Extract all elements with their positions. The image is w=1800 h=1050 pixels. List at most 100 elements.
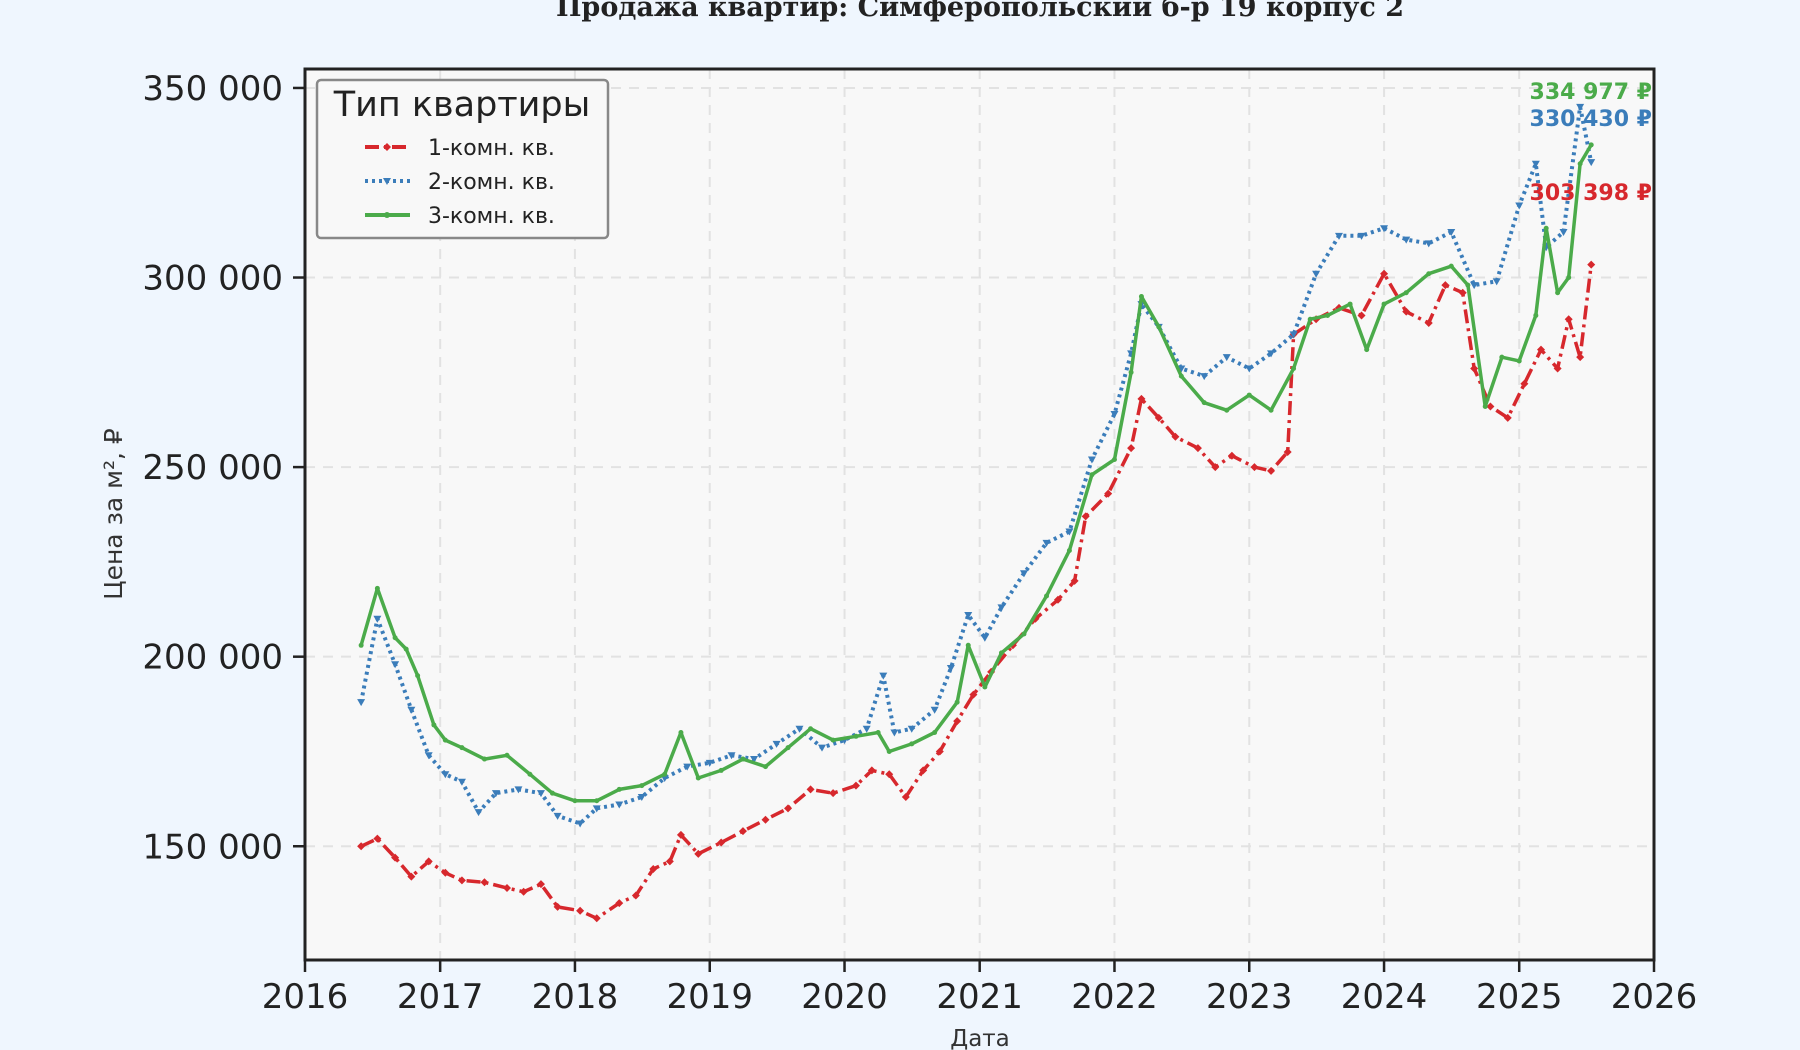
data-point [459,745,465,751]
data-point [576,820,585,828]
data-point [1171,432,1180,441]
data-point [1364,347,1370,353]
data-point [1081,512,1090,521]
data-point [1402,307,1411,316]
legend-label: 3-комн. кв. [428,204,555,229]
data-point [594,798,600,804]
series-line [359,144,1593,803]
data-point [1128,369,1134,375]
data-point [851,781,860,790]
chart-title: Продажа квартир: Симферопольский б-р 19 … [556,0,1404,23]
data-point [1357,311,1366,320]
data-point [1224,407,1230,413]
data-point [1070,576,1079,585]
data-point [1065,528,1074,536]
legend-label: 1-комн. кв. [428,136,555,161]
data-point [1426,271,1432,277]
legend-item: 1-комн. кв. [365,136,555,161]
last-value-label: 334 977 ₽ [1530,80,1652,105]
data-point [549,790,555,796]
data-point [441,771,450,779]
data-point [441,868,450,877]
data-point [932,730,938,736]
x-tick-label: 2024 [1341,977,1428,1017]
data-point [1111,457,1117,463]
y-axis-ticks: 150 000 200 000 250 000 300 000 350 000 [142,69,305,867]
data-point [750,756,759,764]
y-tick-label: 300 000 [142,259,283,299]
data-point [919,766,928,775]
data-point [1089,472,1095,478]
data-point [717,838,726,847]
data-point [592,805,601,813]
data-point [901,792,910,801]
data-point [1053,595,1062,604]
data-point [576,906,585,915]
data-point [1533,312,1539,318]
data-point [415,673,421,679]
legend-marker [383,178,391,185]
data-point [808,726,814,732]
data-point [1127,444,1136,453]
data-point [1211,463,1220,472]
data-point [784,804,793,813]
data-point [772,740,781,748]
data-point [946,665,955,673]
data-point [969,690,978,699]
x-tick-label: 2020 [801,977,888,1017]
data-point [1178,373,1184,379]
data-point [785,745,791,751]
data-point [694,849,703,858]
data-point [502,883,511,892]
data-point [980,634,989,642]
last-value-label: 303 398 ₽ [1530,181,1652,206]
legend-item: 3-комн. кв. [365,204,555,229]
data-point [1246,392,1252,398]
data-point [1424,240,1433,248]
data-point [357,842,366,851]
data-point [885,770,894,779]
data-point [1267,350,1276,358]
data-point [965,642,971,648]
data-point [1021,631,1027,637]
data-point [1250,463,1259,472]
data-point [1110,411,1119,419]
data-point [391,661,400,669]
data-point [457,778,466,786]
data-point [1499,354,1505,360]
data-point [358,642,364,648]
data-point [615,801,624,809]
x-tick-label: 2017 [397,977,484,1017]
data-point [1516,358,1522,364]
data-point [982,684,988,690]
data-point [519,887,528,896]
data-point [954,699,960,705]
x-tick-label: 2016 [262,977,349,1017]
x-tick-label: 2019 [666,977,753,1017]
x-tick-label: 2023 [1206,977,1293,1017]
data-point [879,672,888,680]
data-point [1380,225,1389,233]
data-point [1587,260,1596,269]
data-point [514,786,523,794]
data-point [480,878,489,887]
data-point [1201,400,1207,406]
data-point [1268,407,1274,413]
legend-marker [384,212,390,218]
data-point [1156,324,1162,330]
data-point [676,830,685,839]
data-point [1137,394,1146,403]
data-point [886,748,892,754]
data-point [1325,312,1331,318]
data-point [639,783,645,789]
legend-marker [383,143,391,151]
data-point [373,615,382,623]
data-point [830,737,836,743]
data-point [1555,290,1561,296]
data-point [1200,373,1209,381]
data-point [1543,225,1549,231]
legend-item: 2-комн. кв. [365,170,555,195]
data-point [1520,379,1529,388]
legend-box [315,78,610,240]
last-value-label: 330 430 ₽ [1530,107,1652,132]
